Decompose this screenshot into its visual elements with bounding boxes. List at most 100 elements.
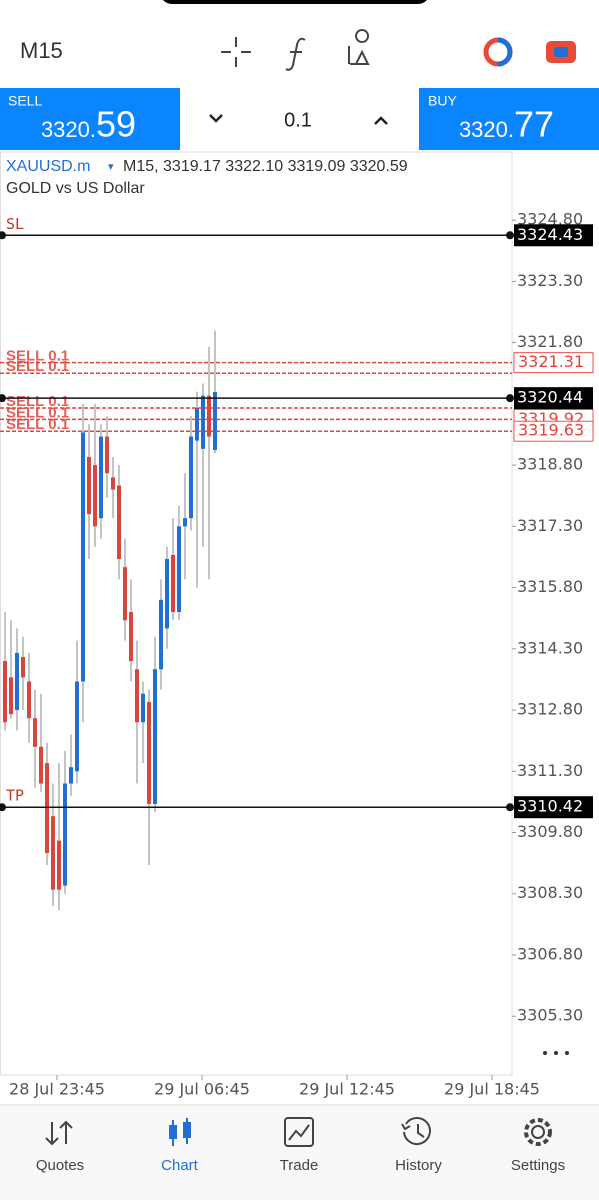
plot-frame: [0, 151, 513, 1076]
candle-body: [57, 840, 61, 890]
level-price: 3324.43: [517, 225, 583, 244]
y-tick-label: 3306.80: [517, 944, 583, 963]
level-price: 3310.42: [517, 797, 583, 816]
order-tag: [513, 420, 594, 442]
candle-body: [39, 746, 43, 784]
candle-body: [165, 559, 169, 629]
toolbar-icons[interactable]: [221, 29, 370, 71]
y-tick-label: 3318.80: [517, 455, 583, 474]
order-label: SELL 0.1: [6, 416, 69, 433]
y-tick-label: 3317.30: [517, 516, 583, 535]
candle-body: [81, 432, 85, 682]
candle-body: [129, 612, 133, 662]
level-handle: [0, 803, 6, 812]
order-label: SELL 0.1: [6, 358, 69, 375]
nav-bar: [0, 1105, 599, 1200]
x-tick-label: 29 Jul 18:45: [444, 1080, 540, 1099]
y-tick-label: 3305.30: [517, 1006, 583, 1025]
buy-pips: 77: [514, 104, 554, 145]
level-name: TP: [6, 787, 24, 805]
order-price: 3321.31: [518, 352, 584, 371]
nav-label[interactable]: Quotes: [36, 1157, 84, 1174]
chart: 3324.80 3323.30 3321.80 3318.80 3317.30 3315.…: [0, 210, 594, 1099]
x-tick-label: 29 Jul 12:45: [299, 1080, 395, 1099]
volume-up[interactable]: [374, 116, 388, 125]
candle-body: [111, 477, 115, 490]
sell-label: SELL: [8, 93, 42, 109]
buy-button[interactable]: [419, 88, 599, 150]
candle-body: [105, 436, 109, 474]
account-icons[interactable]: [483, 37, 576, 67]
candle-body: [99, 436, 103, 519]
volume[interactable]: 0.1: [284, 109, 312, 131]
nav-label[interactable]: History: [395, 1157, 442, 1174]
candle-body: [15, 652, 19, 711]
order-label: SELL 0.1: [6, 404, 69, 421]
order-label: SELL 0.1: [6, 393, 69, 410]
y-tick-label: 3315.80: [517, 577, 583, 596]
level-name: SL: [6, 215, 24, 233]
more-button[interactable]: [543, 1051, 569, 1055]
candle-body: [45, 763, 49, 853]
y-tick-label: 3309.80: [517, 822, 583, 841]
candle-body: [93, 465, 97, 527]
candle-body: [27, 681, 31, 719]
candle-body: [177, 526, 181, 613]
candle-body: [75, 681, 79, 772]
candle-body: [69, 767, 73, 784]
candle-body: [21, 656, 25, 678]
sell-pips: 59: [96, 104, 136, 145]
candle-body: [141, 693, 145, 723]
description: GOLD vs US Dollar: [6, 180, 145, 197]
candle-body: [195, 407, 199, 441]
level-handle: [506, 231, 514, 240]
y-tick-label: 3311.30: [517, 761, 583, 780]
order-tag: [513, 352, 594, 374]
x-tick-label: 29 Jul 06:45: [154, 1080, 250, 1099]
y-tick-label: 3321.80: [517, 332, 583, 351]
candle-body: [213, 392, 217, 451]
buy-price: 3320.: [459, 117, 514, 142]
level-tag: [514, 796, 593, 819]
buy-label: BUY: [428, 93, 457, 109]
nav-label[interactable]: Chart: [161, 1157, 199, 1174]
candle-body: [117, 485, 121, 560]
level-handle: [0, 231, 6, 240]
candle-body: [123, 567, 127, 621]
candle-body: [51, 816, 55, 890]
ohlc-info: M15, 3319.17 3322.10 3319.09 3320.59: [123, 158, 408, 175]
y-tick-label: 3323.30: [517, 271, 583, 290]
symbol[interactable]: XAUUSD.m: [6, 158, 90, 175]
symbol-caret: ▾: [108, 161, 114, 173]
candle-body: [207, 395, 211, 437]
level-handle: [0, 394, 6, 403]
candle-body: [201, 395, 205, 449]
candle-body: [159, 599, 163, 670]
volume-down[interactable]: [209, 114, 223, 123]
timeframe[interactable]: M15: [20, 38, 63, 63]
candle-body: [183, 518, 187, 527]
y-tick-label: 3308.30: [517, 883, 583, 902]
candle-body: [189, 436, 193, 519]
y-tick-label: 3312.80: [517, 700, 583, 719]
order-price: 3319.63: [518, 421, 584, 440]
nav-icons: [45, 1117, 552, 1147]
x-tick-label: 28 Jul 23:45: [9, 1080, 105, 1099]
level-price: 3320.44: [517, 388, 583, 407]
candle-body: [171, 554, 175, 613]
nav-label[interactable]: Trade: [280, 1157, 319, 1174]
candle-body: [3, 661, 7, 723]
level-handle: [506, 803, 514, 812]
y-tick-label: 3324.80: [517, 210, 583, 229]
notch: [163, 0, 427, 4]
level-handle: [506, 394, 514, 403]
sell-price: 3320.: [41, 117, 96, 142]
level-tag: [514, 387, 593, 410]
sell-button[interactable]: [0, 88, 180, 150]
candle-body: [135, 669, 139, 723]
nav-label[interactable]: Settings: [511, 1157, 565, 1174]
candle-body: [63, 783, 67, 886]
